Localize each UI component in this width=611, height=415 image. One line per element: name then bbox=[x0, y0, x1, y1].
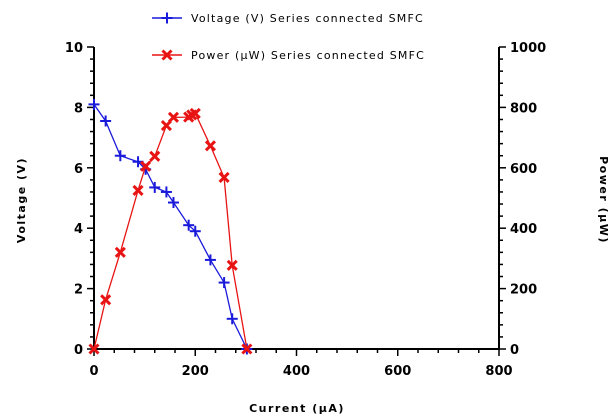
data-point-voltage bbox=[226, 313, 238, 325]
y-axis-left-title: Voltage (V) bbox=[15, 157, 28, 243]
marker-stroke bbox=[161, 49, 173, 61]
x-tick-label: 0 bbox=[89, 364, 98, 379]
legend-marker-power bbox=[161, 49, 173, 61]
y-right-tick-label: 600 bbox=[510, 162, 537, 177]
y-left-tick-label: 10 bbox=[65, 41, 83, 56]
data-point-voltage bbox=[88, 98, 100, 110]
marker-stroke bbox=[167, 111, 180, 123]
series-line-voltage bbox=[93, 104, 248, 350]
legend-marker-shape bbox=[161, 49, 173, 61]
y-right-tick-label: 800 bbox=[510, 101, 537, 116]
data-point-power bbox=[160, 119, 172, 132]
x-tick-label: 200 bbox=[182, 364, 209, 379]
data-point-power bbox=[100, 294, 112, 306]
data-point-power bbox=[88, 343, 100, 355]
data-point-voltage bbox=[167, 197, 179, 209]
marker-stroke bbox=[88, 343, 100, 355]
x-tick-label: 800 bbox=[485, 364, 512, 379]
data-point-power bbox=[189, 107, 201, 120]
data-point-voltage bbox=[149, 181, 161, 193]
marker-stroke bbox=[149, 150, 161, 162]
data-point-voltage bbox=[204, 254, 216, 266]
legend-item-voltage: Voltage (V) Series connected SMFC bbox=[152, 12, 424, 25]
x-tick-label: 600 bbox=[384, 364, 411, 379]
data-point-power bbox=[167, 111, 180, 123]
data-point-voltage bbox=[183, 219, 195, 231]
marker-stroke bbox=[218, 171, 230, 184]
axes: 0 200 400 600 800 0 2 4 6 8 10 0 200 400 600 800 1000 bbox=[65, 41, 546, 379]
legend-label-power: Power (µW) Series connected SMFC bbox=[191, 49, 425, 62]
y-right-tick-label: 1000 bbox=[510, 41, 546, 56]
legend: Voltage (V) Series connected SMFC Power … bbox=[152, 12, 425, 62]
y-left-tick-label: 8 bbox=[74, 101, 83, 116]
data-point-power bbox=[149, 150, 161, 162]
data-point-power bbox=[204, 140, 216, 152]
marker-stroke bbox=[189, 107, 201, 120]
legend-marker-voltage bbox=[161, 12, 173, 24]
series-layer bbox=[88, 98, 253, 355]
marker-stroke bbox=[226, 259, 238, 271]
marker-stroke bbox=[140, 160, 152, 172]
data-point-power bbox=[132, 184, 144, 197]
y-right-tick-label: 200 bbox=[510, 283, 537, 298]
marker-stroke bbox=[114, 246, 126, 258]
data-point-voltage bbox=[189, 225, 201, 237]
y-right-tick-label: 0 bbox=[510, 343, 519, 358]
data-point-power bbox=[226, 259, 238, 271]
marker-stroke bbox=[132, 184, 144, 197]
data-point-power bbox=[140, 160, 152, 172]
legend-marker-shape bbox=[161, 12, 173, 24]
data-point-voltage bbox=[218, 277, 230, 289]
y-axis-right-title: Power (µW) bbox=[597, 156, 610, 244]
y-left-tick-label: 4 bbox=[74, 222, 83, 237]
legend-item-power: Power (µW) Series connected SMFC bbox=[152, 49, 425, 62]
data-point-voltage bbox=[100, 115, 112, 127]
data-point-voltage bbox=[114, 150, 126, 162]
y-left-tick-label: 0 bbox=[74, 343, 83, 358]
data-point-power bbox=[218, 171, 230, 184]
y-left-tick-label: 2 bbox=[74, 283, 83, 298]
x-axis-title: Current (µA) bbox=[249, 402, 345, 415]
marker-stroke bbox=[160, 119, 172, 132]
x-tick-label: 400 bbox=[283, 364, 310, 379]
data-point-power bbox=[241, 343, 253, 355]
marker-stroke bbox=[204, 140, 216, 152]
data-point-voltage bbox=[160, 186, 172, 198]
y-left-tick-label: 6 bbox=[74, 162, 83, 177]
marker-stroke bbox=[100, 294, 112, 306]
legend-label-voltage: Voltage (V) Series connected SMFC bbox=[191, 12, 424, 25]
data-point-power bbox=[114, 246, 126, 258]
marker-stroke bbox=[241, 343, 253, 355]
y-right-tick-label: 400 bbox=[510, 222, 537, 237]
